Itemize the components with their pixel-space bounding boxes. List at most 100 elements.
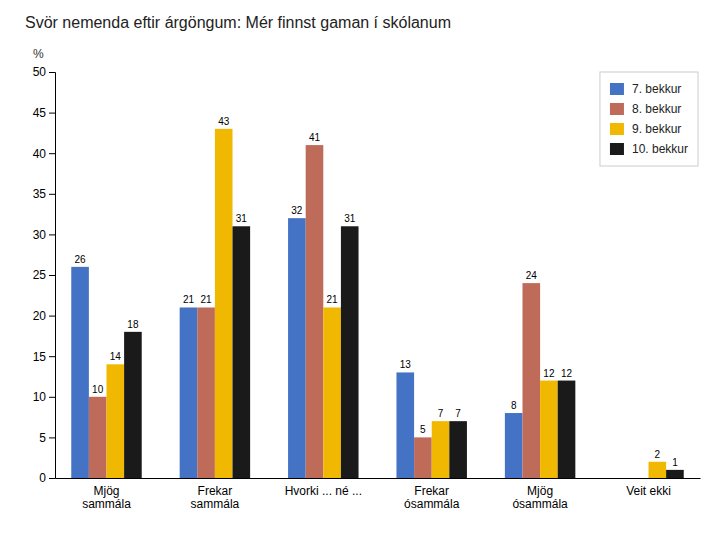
data-label: 31 bbox=[236, 213, 248, 224]
x-tick-label: Mjögsammála bbox=[82, 484, 131, 512]
y-tick-mark bbox=[49, 113, 55, 114]
data-label: 24 bbox=[526, 270, 538, 281]
y-tick-label: 10 bbox=[33, 390, 47, 404]
legend-label: 7. bekkur bbox=[632, 82, 681, 96]
y-tick: 5 bbox=[39, 431, 55, 445]
x-tick: Veit ekki bbox=[626, 478, 671, 498]
legend-item: 10. bekkur bbox=[610, 142, 688, 156]
data-label: 21 bbox=[201, 294, 213, 305]
data-label: 32 bbox=[291, 205, 303, 216]
y-tick: 40 bbox=[33, 147, 55, 161]
x-tick: Frekarósammála bbox=[404, 478, 460, 511]
y-tick-label: 0 bbox=[39, 471, 46, 485]
legend-swatch bbox=[610, 103, 624, 115]
legend-label: 9. bekkur bbox=[632, 122, 681, 136]
data-labels: 26213213810214152414432171221831317121 bbox=[75, 116, 679, 468]
y-tick-mark bbox=[49, 194, 55, 195]
bar bbox=[89, 397, 107, 478]
bar bbox=[505, 413, 523, 478]
x-axis: MjögsammálaFrekarsammálaHvorki ... né ..… bbox=[56, 478, 701, 511]
y-tick-mark bbox=[49, 72, 55, 73]
y-tick-mark bbox=[49, 356, 55, 357]
data-label: 8 bbox=[511, 400, 517, 411]
y-tick-label: 40 bbox=[33, 147, 47, 161]
data-label: 21 bbox=[183, 294, 195, 305]
bar-series bbox=[106, 129, 666, 478]
data-label: 7 bbox=[438, 408, 444, 419]
legend-swatch bbox=[610, 123, 624, 135]
bar-series bbox=[89, 145, 540, 478]
y-axis: 05101520253035404550 bbox=[33, 65, 56, 485]
x-tick: Mjögósammála bbox=[512, 478, 568, 511]
data-label: 21 bbox=[327, 294, 339, 305]
y-tick-mark bbox=[49, 275, 55, 276]
bar bbox=[449, 421, 467, 478]
data-label: 1 bbox=[672, 457, 678, 468]
plot: 05101520253035404550MjögsammálaFrekarsam… bbox=[33, 65, 701, 511]
bar bbox=[396, 372, 414, 478]
data-label: 43 bbox=[218, 116, 230, 127]
bar bbox=[306, 145, 324, 478]
y-tick-label: 25 bbox=[33, 268, 47, 282]
x-tick-label-line: ósammála bbox=[512, 497, 568, 511]
x-tick-label-line: Frekar bbox=[198, 484, 233, 498]
y-tick-mark bbox=[49, 234, 55, 235]
x-tick-label: Frekarsammála bbox=[191, 484, 240, 512]
bar bbox=[288, 218, 306, 478]
x-tick-label-line: Mjög bbox=[527, 484, 553, 498]
data-label: 41 bbox=[309, 132, 321, 143]
bar bbox=[432, 421, 450, 478]
data-label: 7 bbox=[455, 408, 461, 419]
y-tick: 15 bbox=[33, 350, 55, 364]
bars bbox=[71, 129, 683, 478]
bar bbox=[215, 129, 233, 478]
bar bbox=[124, 332, 142, 478]
bar bbox=[522, 283, 540, 478]
y-tick-label: 30 bbox=[33, 228, 47, 242]
data-label: 10 bbox=[92, 384, 104, 395]
legend-item: 8. bekkur bbox=[610, 102, 681, 116]
y-tick: 25 bbox=[33, 268, 55, 282]
x-tick-label-line: Frekar bbox=[414, 484, 449, 498]
y-tick-label: 35 bbox=[33, 187, 47, 201]
title: Svör nemenda eftir árgöngum: Mér finnst … bbox=[25, 14, 451, 31]
x-tick: Frekarsammála bbox=[191, 478, 240, 511]
y-tick-label: 5 bbox=[39, 431, 46, 445]
y-tick: 10 bbox=[33, 390, 55, 404]
x-tick-label: Veit ekki bbox=[626, 484, 671, 498]
y-tick-mark bbox=[49, 478, 55, 479]
y-tick-mark bbox=[49, 437, 55, 438]
bar bbox=[613, 478, 631, 479]
bar bbox=[180, 307, 198, 478]
legend-swatch bbox=[610, 83, 624, 95]
bar bbox=[71, 267, 89, 478]
data-label: 14 bbox=[110, 351, 122, 362]
y-tick: 50 bbox=[33, 65, 55, 79]
x-tick-label-line: Veit ekki bbox=[626, 484, 671, 498]
bar bbox=[558, 381, 576, 478]
data-label: 26 bbox=[75, 254, 87, 265]
legend: 7. bekkur 8. bekkur 9. bekkur 10. bekkur bbox=[600, 72, 698, 166]
data-label: 13 bbox=[400, 359, 412, 370]
x-tick-label-line: sammála bbox=[82, 497, 131, 511]
bar bbox=[631, 478, 649, 479]
x-axis-line bbox=[56, 478, 701, 479]
x-tick: Mjögsammála bbox=[82, 478, 131, 511]
data-label: 18 bbox=[127, 319, 139, 330]
x-tick-label-line: ósammála bbox=[404, 497, 460, 511]
chart: 05101520253035404550MjögsammálaFrekarsam… bbox=[0, 0, 720, 540]
legend-swatch bbox=[610, 143, 624, 155]
y-axis-label: % bbox=[33, 47, 44, 61]
bar bbox=[323, 307, 341, 478]
y-tick-mark bbox=[49, 153, 55, 154]
y-tick: 35 bbox=[33, 187, 55, 201]
x-tick-label: Mjögósammála bbox=[512, 484, 568, 512]
legend-label: 10. bekkur bbox=[632, 142, 688, 156]
bar bbox=[341, 226, 359, 478]
y-tick: 30 bbox=[33, 228, 55, 242]
legend-item: 7. bekkur bbox=[610, 82, 681, 96]
x-tick-label-line: sammála bbox=[191, 497, 240, 511]
bar bbox=[649, 462, 667, 478]
x-tick-label-line: Mjög bbox=[93, 484, 119, 498]
data-label: 12 bbox=[561, 368, 573, 379]
